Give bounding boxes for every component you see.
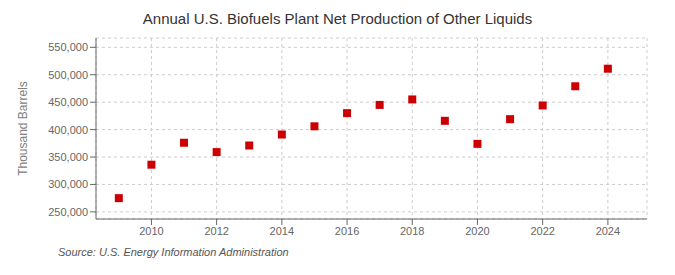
svg-text:2020: 2020 <box>465 225 489 237</box>
svg-text:500,000: 500,000 <box>48 69 88 81</box>
svg-text:2022: 2022 <box>530 225 554 237</box>
svg-text:300,000: 300,000 <box>48 178 88 190</box>
svg-text:2024: 2024 <box>596 225 620 237</box>
svg-text:450,000: 450,000 <box>48 96 88 108</box>
html-text:Annual U.S. Biofuels Plant Net: Annual U.S. Biofuels Plant Net Productio… <box>142 10 533 27</box>
svg-text:Thousand Barrels: Thousand Barrels <box>16 81 30 176</box>
svg-text:550,000: 550,000 <box>48 41 88 53</box>
svg-text:2012: 2012 <box>204 225 228 237</box>
svg-text:2010: 2010 <box>139 225 163 237</box>
svg-text:250,000: 250,000 <box>48 206 88 218</box>
html-text:Source: U.S. Energy Informatio: Source: U.S. Energy Information Administ… <box>58 246 289 258</box>
svg-text:400,000: 400,000 <box>48 124 88 136</box>
svg-text:2014: 2014 <box>270 225 294 237</box>
svg-text:2018: 2018 <box>400 225 424 237</box>
svg-text:2016: 2016 <box>335 225 359 237</box>
svg-text:350,000: 350,000 <box>48 151 88 163</box>
